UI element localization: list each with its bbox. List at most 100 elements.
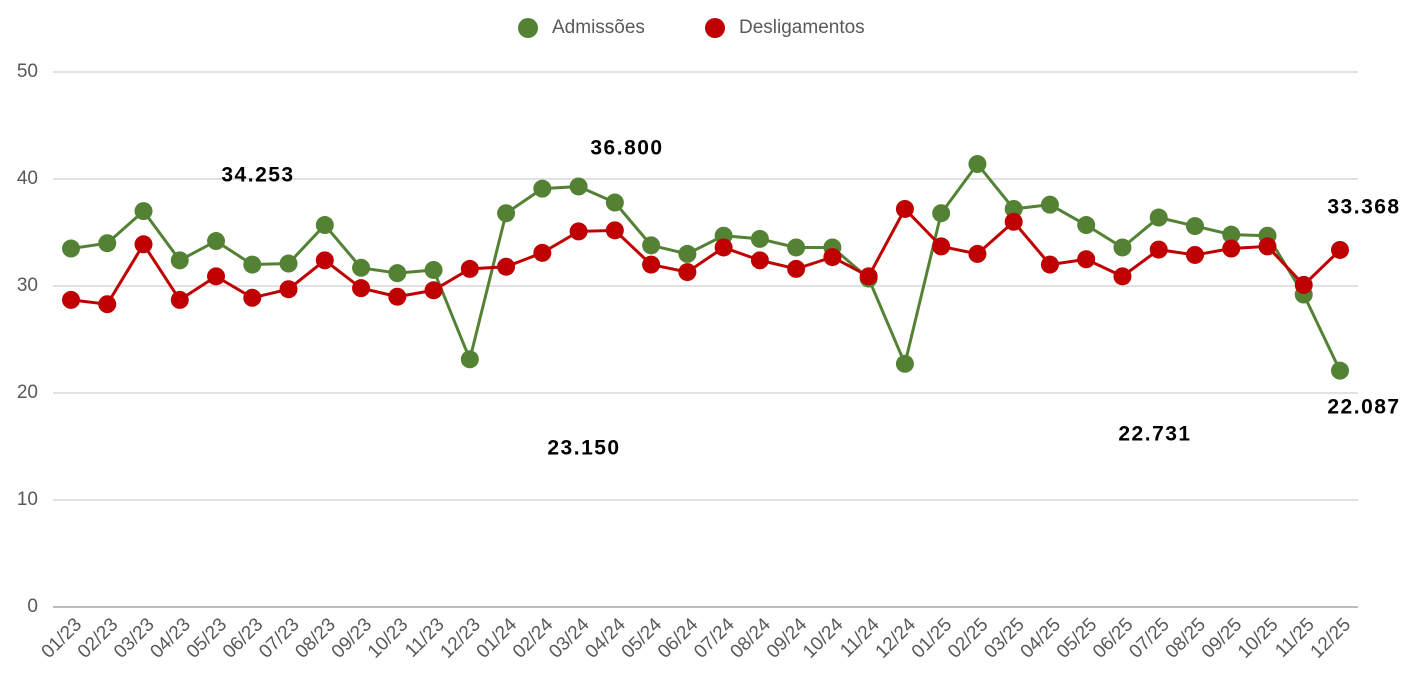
- x-tick-label: 11/23: [401, 614, 448, 661]
- point: [134, 202, 153, 221]
- y-tick-label: 50: [17, 61, 38, 82]
- x-tick-label: 09/24: [763, 614, 812, 663]
- point: [750, 229, 769, 248]
- x-tick-label: 05/23: [183, 614, 231, 662]
- legend-marker: [518, 18, 538, 38]
- x-tick-label: 06/24: [654, 614, 703, 663]
- point: [1004, 199, 1023, 218]
- point: [678, 244, 697, 263]
- x-tick-label: 03/25: [980, 614, 1028, 662]
- point: [1331, 240, 1349, 259]
- point: [424, 260, 443, 279]
- x-tick-label: 04/25: [1017, 614, 1065, 662]
- legend-marker: [705, 18, 725, 38]
- legend-label: Admissões: [552, 17, 645, 38]
- point: [968, 244, 987, 263]
- x-tick-label: 09/25: [1198, 614, 1246, 662]
- point: [605, 193, 624, 212]
- point: [1149, 208, 1168, 227]
- point: [895, 354, 914, 373]
- x-tick-label: 02/24: [509, 614, 558, 663]
- x-tick-label: 10/24: [799, 614, 848, 663]
- x-tick-label: 01/23: [38, 614, 86, 662]
- x-tick-label: 11/25: [1271, 614, 1318, 661]
- x-tick-label: 12/24: [872, 614, 921, 663]
- point: [823, 248, 842, 267]
- annotation: 34.253: [221, 164, 294, 187]
- y-tick-label: 10: [17, 489, 38, 510]
- x-tick-label: 12/23: [436, 614, 484, 662]
- point: [388, 287, 407, 306]
- point: [1222, 239, 1241, 258]
- point: [134, 235, 153, 254]
- point: [170, 290, 189, 309]
- x-tick-label: 03/23: [110, 614, 158, 662]
- point: [859, 267, 878, 286]
- point: [170, 251, 189, 270]
- point: [787, 259, 806, 278]
- point: [714, 238, 733, 257]
- point: [62, 239, 80, 258]
- point: [279, 280, 298, 299]
- x-tick-label: 07/23: [255, 614, 303, 662]
- point: [642, 255, 661, 274]
- annotation: 36.800: [590, 137, 663, 160]
- point: [1113, 238, 1132, 257]
- point: [243, 255, 262, 274]
- point: [932, 237, 951, 256]
- point: [1004, 212, 1023, 231]
- point: [1222, 225, 1241, 244]
- point: [1149, 240, 1168, 259]
- point: [895, 199, 914, 218]
- x-tick-label: 10/23: [364, 614, 412, 662]
- point: [424, 281, 443, 300]
- x-tick-label: 07/25: [1125, 614, 1173, 662]
- point: [279, 254, 298, 273]
- point: [968, 155, 987, 174]
- point: [352, 258, 371, 277]
- annotation: 23.150: [547, 437, 620, 460]
- point: [678, 263, 697, 282]
- point: [533, 179, 552, 198]
- point: [1040, 195, 1059, 214]
- x-tick-label: 02/25: [944, 614, 992, 662]
- point: [605, 221, 624, 240]
- point: [497, 257, 516, 276]
- x-tick-label: 08/23: [291, 614, 339, 662]
- x-tick-label: 08/24: [726, 614, 775, 663]
- point: [932, 204, 951, 223]
- point: [315, 251, 334, 270]
- series-line: [70, 161, 1342, 372]
- x-tick-label: 07/24: [690, 614, 739, 663]
- x-tick-label: 06/25: [1089, 614, 1137, 662]
- x-tick-label: 08/25: [1162, 614, 1210, 662]
- point: [750, 251, 769, 270]
- x-tick-label: 09/23: [328, 614, 376, 662]
- point: [569, 222, 588, 241]
- point: [1077, 216, 1096, 235]
- point: [1077, 250, 1096, 269]
- x-tick-label: 02/23: [74, 614, 122, 662]
- point: [1185, 217, 1204, 236]
- point: [352, 279, 371, 298]
- point: [207, 232, 226, 251]
- x-tick-label: 04/24: [581, 614, 630, 663]
- x-tick-label: 10/25: [1234, 614, 1282, 662]
- point: [460, 350, 479, 369]
- point: [62, 290, 80, 309]
- point: [1258, 237, 1277, 256]
- x-tick-label: 01/24: [473, 614, 522, 663]
- point: [98, 234, 117, 253]
- point: [315, 216, 334, 235]
- point: [533, 243, 552, 262]
- legend-label: Desligamentos: [739, 17, 865, 38]
- y-tick-label: 40: [17, 168, 38, 189]
- point: [243, 288, 262, 307]
- point: [1040, 255, 1059, 274]
- point: [569, 177, 588, 196]
- y-tick-label: 30: [17, 275, 38, 296]
- x-tick-label: 05/25: [1053, 614, 1101, 662]
- x-tick-label: 05/24: [618, 614, 667, 663]
- y-tick-label: 0: [27, 596, 38, 617]
